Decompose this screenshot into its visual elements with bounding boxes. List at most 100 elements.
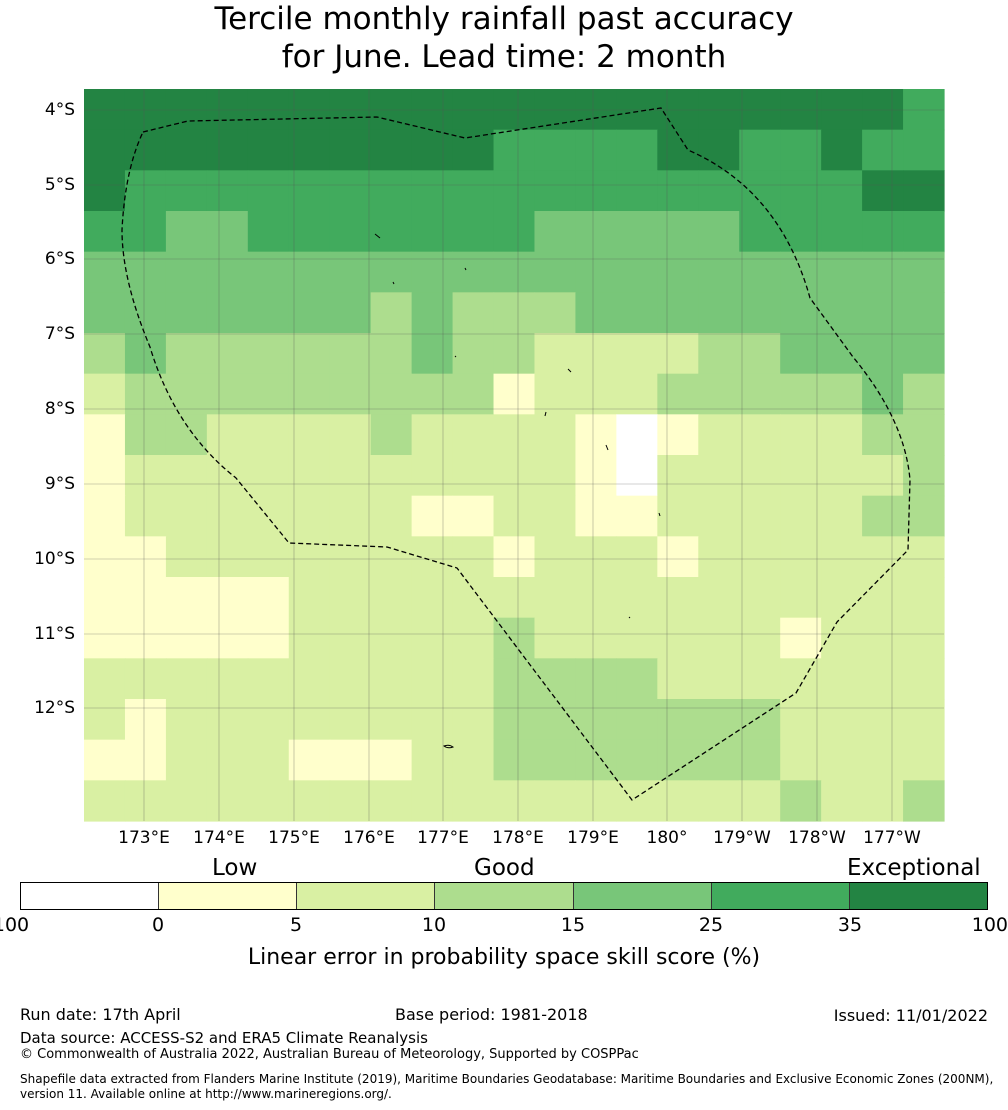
grid-cell [616,129,658,171]
colorbar-title: Linear error in probability space skill … [247,945,761,970]
grid-cell [206,251,249,293]
grid-cell [452,658,495,700]
grid-cell [657,251,699,293]
lon-label: 175°E [268,828,320,848]
grid-cell [84,292,126,334]
grid-cell [206,739,249,781]
grid-cell [698,211,740,253]
colorbar-tick: 25 [698,914,724,936]
grid-cell [247,658,290,700]
grid-cell [698,577,740,619]
grid-cell [124,455,167,497]
lat-label: 10°S [34,549,75,569]
grid-cell [739,617,781,659]
grid-cell [903,495,945,537]
grid-cell [411,699,454,741]
grid-cell [329,780,372,822]
grid-cell [288,617,331,659]
grid-cell [862,617,904,659]
lon-label: 180° [646,828,688,848]
grid-cell [84,414,126,456]
grid-cell [288,536,331,578]
grid-cell [84,89,126,131]
grid-cell [903,251,945,293]
lon-label: 177°W [863,828,921,848]
grid-cell [862,495,904,537]
grid-cell [821,495,863,537]
grid-cell [821,780,863,822]
grid-cell [288,495,331,537]
grid-cell [903,699,945,741]
lat-label: 12°S [34,698,75,718]
grid-cell [657,739,699,781]
grid-cell [493,658,536,700]
skill-score-grid [84,89,945,822]
grid-cell [903,89,945,131]
grid-cell [821,89,863,131]
grid-cell [739,129,781,171]
grid-cell [165,373,208,415]
grid-cell [370,658,413,700]
grid-cell [165,211,208,253]
colorbar-tick: 100 [971,914,1008,936]
grid-cell [616,170,658,212]
grid-cell [452,170,495,212]
grid-cell [493,739,536,781]
lon-label: 178°E [492,828,544,848]
grid-cell [370,414,413,456]
grid-cell [329,617,372,659]
grid-cell [903,739,945,781]
grid-cell [534,495,577,537]
grid-cell [288,211,331,253]
grid-cell [739,658,781,700]
grid-cell [698,658,740,700]
grid-cell [247,129,290,171]
island [544,411,547,417]
grid-cell [821,129,863,171]
grid-cell [698,780,740,822]
grid-cell [739,373,781,415]
grid-cell [124,699,167,741]
grid-cell [739,251,781,293]
grid-cell [288,89,331,131]
colorbar-segment [159,883,298,909]
grid-cell [206,129,249,171]
grid-cell [206,617,249,659]
grid-cell [616,333,658,375]
grid-cell [657,129,699,171]
grid-cell [821,699,863,741]
grid-cell [575,414,617,456]
grid-cell [452,455,495,497]
grid-cell [247,739,290,781]
grid-cell [657,577,699,619]
grid-cell [452,211,495,253]
grid-cell [821,211,863,253]
grid-cell [411,373,454,415]
grid-cell [739,170,781,212]
grid-cell [411,739,454,781]
grid-cell [780,495,822,537]
grid-cell [329,536,372,578]
grid-cell [493,211,536,253]
grid-cell [493,333,536,375]
grid-cell [329,699,372,741]
grid-cell [780,333,822,375]
grid-cell [247,170,290,212]
grid-cell [780,89,822,131]
grid-cell [534,129,577,171]
grid-cell [124,414,167,456]
grid-cell [84,373,126,415]
grid-cell [616,577,658,619]
grid-cell [84,617,126,659]
grid-cell [452,414,495,456]
colorbar-tick: 35 [837,914,863,936]
grid-cell [739,536,781,578]
grid-cell [247,292,290,334]
grid-cell [534,536,577,578]
grid-cell [575,617,617,659]
grid-cell [124,495,167,537]
grid-cell [575,292,617,334]
grid-cell [411,658,454,700]
grid-cell [124,373,167,415]
grid-cell [84,333,126,375]
